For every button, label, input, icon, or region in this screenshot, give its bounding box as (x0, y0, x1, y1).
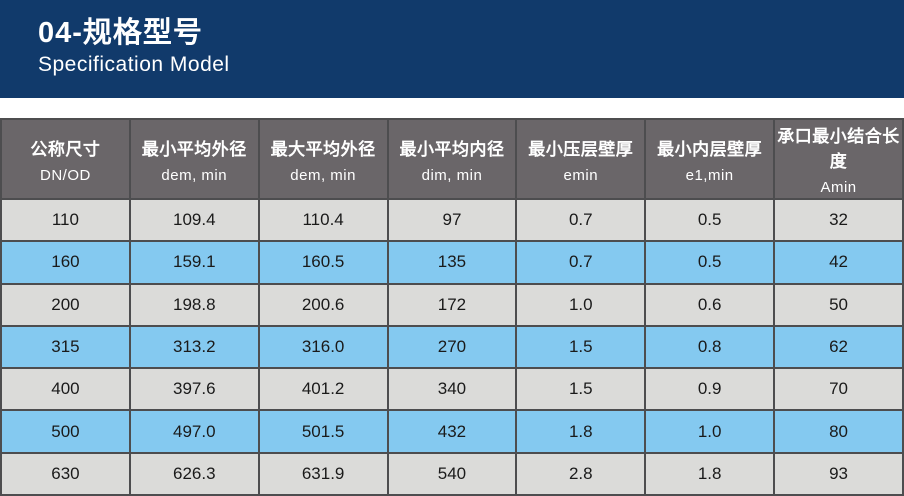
table-cell: 316.0 (257, 324, 389, 370)
table-row-160: 160 159.1 160.5 135 0.7 0.5 42 (0, 240, 904, 285)
table-cell: 631.9 (257, 451, 389, 496)
table-cell: 172 (386, 282, 518, 327)
table-row-315: 315 313.2 316.0 270 1.5 0.8 62 (0, 324, 904, 370)
table-row-400: 400 397.6 401.2 340 1.5 0.9 70 (0, 367, 904, 412)
table-cell: 1.8 (644, 451, 776, 496)
table-cell: 200 (0, 282, 131, 327)
table-cell: 401.2 (257, 367, 389, 412)
table-cell: 500 (0, 409, 131, 454)
table-cell: 0.9 (644, 367, 776, 412)
table-cell: 70 (773, 367, 904, 412)
table-cell: 1.5 (515, 367, 647, 412)
table-row-630: 630 626.3 631.9 540 2.8 1.8 93 (0, 451, 904, 496)
table-cell: 1.8 (515, 409, 647, 454)
table-cell: 198.8 (128, 282, 260, 327)
column-header-sub: dim, min (421, 166, 483, 184)
table-row-110: 110 109.4 110.4 97 0.7 0.5 32 (0, 197, 904, 243)
table-cell: 93 (773, 451, 904, 496)
table-cell: 397.6 (128, 367, 260, 412)
table-cell: 110 (0, 197, 131, 243)
table-cell: 0.5 (644, 240, 776, 285)
column-header-zh: 最小内层壁厚 (657, 139, 763, 159)
table-cell: 97 (386, 197, 518, 243)
table-cell: 540 (386, 451, 518, 496)
column-header-5: 最小内层壁厚 e1,min (644, 118, 776, 200)
table-body: 110 109.4 110.4 97 0.7 0.5 32 160 159.1 160.5 135 0… (0, 197, 904, 496)
table-cell: 32 (773, 197, 904, 243)
table-cell: 497.0 (128, 409, 260, 454)
table-cell: 135 (386, 240, 518, 285)
column-header-zh: 最小平均内径 (399, 139, 505, 159)
column-header-zh: 最小平均外径 (141, 139, 247, 159)
table-cell: 200.6 (257, 282, 389, 327)
table-cell: 315 (0, 324, 131, 370)
table-cell: 1.0 (644, 409, 776, 454)
table-cell: 160 (0, 240, 131, 285)
column-header-zh: 最小压层壁厚 (528, 139, 634, 159)
column-header-sub: e1,min (685, 166, 734, 184)
table-cell: 62 (773, 324, 904, 370)
column-header-4: 最小压层壁厚 emin (515, 118, 647, 200)
specification-table: 公称尺寸 DN/OD 最小平均外径 dem, min 最大平均外径 dem, min 最小平… (0, 118, 904, 496)
table-cell: 630 (0, 451, 131, 496)
section-banner: 04-规格型号 Specification Model (0, 0, 904, 98)
table-cell: 80 (773, 409, 904, 454)
table-cell: 270 (386, 324, 518, 370)
column-header-sub: emin (563, 166, 599, 184)
column-header-0: 公称尺寸 DN/OD (0, 118, 131, 200)
table-cell: 0.7 (515, 197, 647, 243)
table-cell: 400 (0, 367, 131, 412)
column-header-sub: dem, min (290, 166, 356, 184)
table-cell: 0.5 (644, 197, 776, 243)
table-cell: 0.8 (644, 324, 776, 370)
table-cell: 0.6 (644, 282, 776, 327)
column-header-zh: 最大平均外径 (270, 139, 376, 159)
column-header-1: 最小平均外径 dem, min (128, 118, 260, 200)
table-cell: 340 (386, 367, 518, 412)
page-subtitle: Specification Model (38, 53, 230, 77)
column-header-sub: Amin (820, 179, 857, 196)
banner-table-gap (0, 98, 904, 118)
column-header-2: 最大平均外径 dem, min (257, 118, 389, 200)
table-cell: 42 (773, 240, 904, 285)
table-cell: 0.7 (515, 240, 647, 285)
table-cell: 160.5 (257, 240, 389, 285)
column-header-6: 承口最小结合长度 Amin (773, 118, 904, 200)
column-header-sub: DN/OD (40, 166, 91, 184)
column-header-sub: dem, min (161, 166, 228, 184)
table-cell: 2.8 (515, 451, 647, 496)
table-cell: 501.5 (257, 409, 389, 454)
column-header-3: 最小平均内径 dim, min (386, 118, 518, 200)
table-cell: 432 (386, 409, 518, 454)
page-title: 04-规格型号 (38, 17, 203, 49)
column-header-zh: 公称尺寸 (30, 139, 101, 159)
table-cell: 1.0 (515, 282, 647, 327)
table-cell: 1.5 (515, 324, 647, 370)
table-cell: 109.4 (128, 197, 260, 243)
table-cell: 50 (773, 282, 904, 327)
table-cell: 110.4 (257, 197, 389, 243)
table-header-row: 公称尺寸 DN/OD 最小平均外径 dem, min 最大平均外径 dem, min 最小平… (0, 118, 904, 200)
column-header-zh: 承口最小结合长度 (777, 127, 900, 171)
table-row-200: 200 198.8 200.6 172 1.0 0.6 50 (0, 282, 904, 327)
table-cell: 313.2 (128, 324, 260, 370)
table-cell: 626.3 (128, 451, 260, 496)
table-row-500: 500 497.0 501.5 432 1.8 1.0 80 (0, 409, 904, 454)
table-cell: 159.1 (128, 240, 260, 285)
